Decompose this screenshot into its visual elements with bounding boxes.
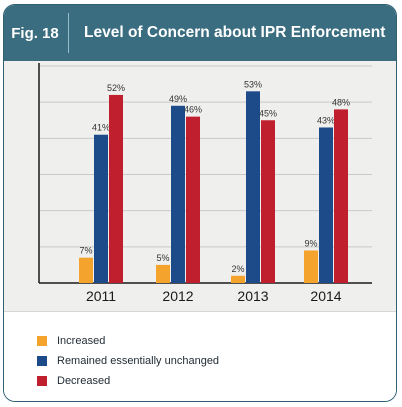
legend-item-decreased: Decreased xyxy=(37,373,110,389)
data-label-decreased-2014: 48% xyxy=(332,97,350,107)
data-label-remained-2011: 41% xyxy=(92,123,110,133)
legend-label-increased: Increased xyxy=(57,335,106,347)
bar-chart: 7% 41% 52% 2011 5% 49%46% 2012 2% 53% 45% 2013 9% 43… xyxy=(38,63,372,304)
x-tick-label-2013: 2013 xyxy=(237,288,268,304)
figure-number: Fig. 18 xyxy=(11,24,59,42)
legend-swatch-remained xyxy=(37,356,47,366)
data-label-increased-2014: 9% xyxy=(304,238,317,248)
legend-swatch-increased xyxy=(37,336,47,346)
bar-increased-2011 xyxy=(79,257,93,283)
x-tick-label-2014: 2014 xyxy=(310,288,341,304)
header-divider xyxy=(68,13,69,53)
x-tick-label-2011: 2011 xyxy=(86,288,116,304)
legend-label-decreased: Decreased xyxy=(57,375,111,387)
x-tick-label-2012: 2012 xyxy=(162,288,193,304)
legend-item-increased: Increased xyxy=(37,333,105,349)
bar-increased-2012 xyxy=(156,264,170,283)
bar-remained-2014 xyxy=(319,127,333,283)
data-label-remained-2012: 49% xyxy=(169,94,187,104)
bar-decreased-2013 xyxy=(261,120,275,283)
legend-label-remained: Remained essentially unchanged xyxy=(57,355,220,367)
chart-title: Level of Concern about IPR Enforcement xyxy=(84,24,386,41)
chart-area: 7% 41% 52% 2011 5% 49% 46% 2012 2% 53% 45% 2013 9% 43… xyxy=(4,61,396,311)
bar-remained-2013 xyxy=(246,91,260,283)
bar-decreased-2012 xyxy=(186,116,200,283)
bar-remained-2012 xyxy=(171,105,185,284)
data-label-remained-2014: 43% xyxy=(317,115,335,125)
bar-decreased-2014 xyxy=(334,109,348,284)
legend-swatch-decreased xyxy=(37,376,47,386)
legend-item-remained: Remained essentially unchanged xyxy=(37,353,219,369)
data-label-decreased-2011: 52% xyxy=(107,83,125,93)
figure-header: Fig. 18 Level of Concern about IPR Enfor… xyxy=(4,5,396,61)
data-label-decreased-2013: 45% xyxy=(259,108,277,118)
data-label-increased-2013: 2% xyxy=(231,264,244,274)
data-label-decreased-2012: 46% xyxy=(184,105,202,115)
data-label-increased-2012: 5% xyxy=(156,253,169,263)
legend: Increased Remained essentially unchanged… xyxy=(4,311,396,401)
bar-increased-2013 xyxy=(231,275,245,283)
data-label-increased-2011: 7% xyxy=(79,246,92,256)
bar-decreased-2011 xyxy=(109,94,123,283)
figure-card: Fig. 18 Level of Concern about IPR Enfor… xyxy=(3,4,397,402)
bar-remained-2011 xyxy=(94,134,108,283)
bar-increased-2014 xyxy=(304,250,318,283)
data-label-remained-2013: 53% xyxy=(244,79,262,89)
